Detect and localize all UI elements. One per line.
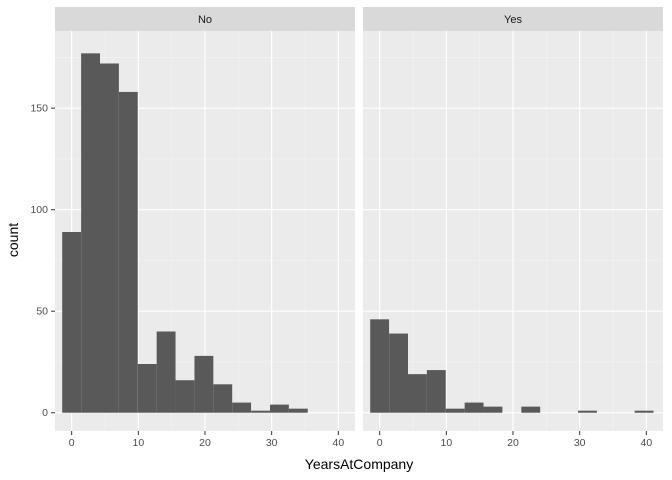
- x-tick-label: 20: [199, 437, 211, 449]
- x-tick-label: 40: [640, 437, 652, 449]
- histogram-bar: [464, 402, 484, 413]
- facet-panel-yes: Yes 0 10 20 30 40: [363, 7, 663, 449]
- y-tick-label: 50: [36, 306, 48, 318]
- histogram-bar: [156, 331, 176, 413]
- x-axis-title: YearsAtCompany: [305, 456, 413, 472]
- x-tick-label: 30: [574, 437, 586, 449]
- facet-panels: No 0 10 20 30 40 0 50 100 150 Yes 0 10 20 30 40: [30, 7, 663, 449]
- histogram-bar: [270, 404, 289, 413]
- facet-strip: [55, 7, 355, 31]
- histogram-bar: [175, 380, 195, 413]
- histogram-bar: [445, 408, 465, 413]
- histogram-bar: [137, 363, 157, 413]
- histogram-bar: [251, 410, 270, 413]
- facet-panel-no: No 0 10 20 30 40 0 50 100 150: [30, 7, 355, 449]
- x-tick-label: 0: [69, 437, 75, 449]
- histogram-bar: [232, 402, 252, 413]
- histogram-bar: [370, 319, 390, 413]
- x-tick-label: 10: [440, 437, 452, 449]
- histogram-bar: [634, 410, 654, 413]
- y-tick-label: 100: [30, 204, 48, 216]
- histogram-bar: [288, 408, 308, 413]
- histogram-bar: [408, 374, 427, 413]
- y-tick-label: 0: [42, 407, 48, 419]
- x-tick-label: 10: [132, 437, 144, 449]
- histogram-bar: [213, 384, 233, 413]
- facet-strip-label: No: [198, 14, 212, 26]
- histogram-bar: [118, 91, 138, 413]
- histogram-bar: [521, 406, 541, 413]
- x-tick-label: 0: [377, 437, 383, 449]
- x-tick-label: 20: [507, 437, 519, 449]
- histogram-bar: [62, 232, 82, 413]
- histogram-bar: [389, 333, 408, 413]
- facet-strip: [363, 7, 663, 31]
- x-tick-label: 30: [266, 437, 278, 449]
- x-tick-label: 40: [332, 437, 344, 449]
- y-axis-title: count: [5, 223, 21, 257]
- histogram-bar: [194, 355, 214, 413]
- facet-strip-label: Yes: [504, 14, 522, 26]
- y-tick-label: 150: [30, 103, 48, 115]
- histogram-bar: [578, 410, 597, 413]
- histogram-bar: [426, 370, 446, 413]
- histogram-bar: [81, 53, 100, 413]
- histogram-bar: [100, 63, 119, 413]
- histogram-bar: [483, 406, 503, 413]
